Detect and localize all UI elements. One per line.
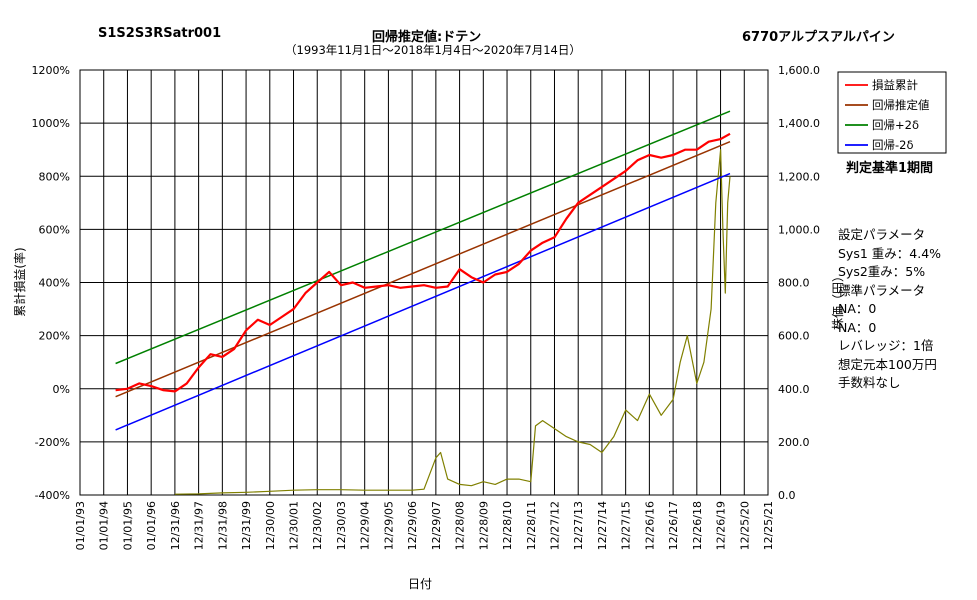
x-tick-label: 12/28/10 bbox=[501, 501, 514, 550]
y-left-tick-label: -200% bbox=[35, 436, 70, 449]
param-line: 想定元本100万円 bbox=[838, 356, 937, 372]
y-axis-left-title: 累計損益(率) bbox=[12, 247, 27, 316]
series-line-0 bbox=[115, 132, 731, 393]
x-tick-label: 12/30/01 bbox=[288, 501, 301, 550]
x-tick-label: 01/01/96 bbox=[145, 501, 158, 550]
x-tick-label: 12/31/99 bbox=[240, 501, 253, 550]
x-tick-label: 12/29/07 bbox=[430, 501, 443, 550]
param-line: Sys2重み：5% bbox=[838, 264, 926, 279]
x-tick-label: 12/26/19 bbox=[715, 501, 728, 550]
series-line-1 bbox=[115, 141, 731, 398]
x-tick-label: 12/30/03 bbox=[335, 501, 348, 550]
x-tick-label: 12/31/98 bbox=[216, 501, 229, 550]
x-tick-label: 12/25/21 bbox=[762, 501, 775, 550]
x-tick-label: 01/01/95 bbox=[121, 501, 134, 550]
series-layer bbox=[115, 110, 731, 495]
x-tick-label: 12/27/14 bbox=[596, 501, 609, 550]
y-left-tick-label: 1200% bbox=[32, 64, 70, 77]
y-left-tick-label: 800% bbox=[39, 170, 70, 183]
y-left-tick-label: 200% bbox=[39, 330, 70, 343]
legend-label: 回帰+2δ bbox=[872, 118, 919, 132]
param-line: Sys1 重み：4.4% bbox=[838, 245, 942, 261]
y-right-tick-label: 1,600.0 bbox=[778, 64, 820, 77]
x-tick-label: 12/28/09 bbox=[477, 501, 490, 550]
param-line: レバレッジ：1倍 bbox=[838, 338, 934, 353]
x-tick-label: 12/30/02 bbox=[311, 501, 324, 550]
x-tick-label: 12/25/20 bbox=[738, 501, 751, 550]
left-title: S1S2S3RSatr001 bbox=[98, 26, 222, 41]
x-tick-label: 12/26/17 bbox=[667, 501, 680, 550]
legend-label: 回帰推定値 bbox=[872, 98, 930, 112]
param-line: 手数料なし bbox=[838, 375, 901, 390]
param-line: NA：0 bbox=[838, 301, 877, 316]
y-left-tick-label: 0% bbox=[53, 383, 70, 396]
stock-name: 6770アルプスアルパイン bbox=[742, 30, 895, 45]
y-left-tick-label: 400% bbox=[39, 277, 70, 290]
legend-label: 回帰-2δ bbox=[872, 138, 914, 152]
y-axis-right-title: 株価（円） bbox=[830, 270, 845, 330]
x-tick-label: 01/01/94 bbox=[98, 501, 111, 550]
x-tick-label: 12/31/97 bbox=[193, 501, 206, 550]
y-left-tick-label: 1000% bbox=[32, 117, 70, 130]
y-right-tick-label: 800.0 bbox=[778, 277, 810, 290]
axes-layer: 01/01/93 01/01/94 01/01/95 01/01/96 12/31/96… bbox=[32, 64, 820, 550]
y-left-tick-label: -400% bbox=[35, 489, 70, 502]
y-left-tick-label: 600% bbox=[39, 223, 70, 236]
x-tick-label: 12/29/04 bbox=[359, 501, 372, 550]
param-line: 設定パラメータ bbox=[838, 227, 926, 242]
y-right-tick-label: 200.0 bbox=[778, 436, 810, 449]
x-tick-label: 12/26/18 bbox=[691, 501, 704, 550]
y-right-tick-label: 1,400.0 bbox=[778, 117, 820, 130]
chart-subtitle: （1993年11月1日～2018年1月4日～2020年7月14日） bbox=[285, 43, 581, 57]
x-tick-label: 12/29/05 bbox=[382, 501, 395, 550]
param-line: 標準パラメータ bbox=[838, 282, 926, 298]
series-line-3 bbox=[115, 172, 731, 431]
grid bbox=[80, 70, 769, 495]
y-right-tick-label: 1,200.0 bbox=[778, 170, 820, 183]
y-right-tick-label: 400.0 bbox=[778, 383, 810, 396]
param-line: NA：0 bbox=[838, 319, 877, 335]
chart-title: 回帰推定値:ドテン bbox=[372, 30, 482, 45]
parameter-notes: 設定パラメータ Sys1 重み：4.4% Sys2重み：5% 標準パラメータ NA：0 N… bbox=[838, 224, 941, 391]
y-right-tick-label: 0.0 bbox=[778, 489, 796, 502]
x-tick-label: 12/31/96 bbox=[169, 501, 182, 550]
x-tick-label: 12/30/00 bbox=[264, 501, 277, 550]
x-tick-label: 12/29/06 bbox=[406, 501, 419, 550]
x-tick-label: 12/27/13 bbox=[572, 501, 585, 550]
series-line-4 bbox=[174, 149, 731, 495]
criteria-label: 判定基準1期間 bbox=[846, 161, 934, 176]
x-axis-title: 日付 bbox=[408, 577, 432, 591]
series-line-2 bbox=[115, 110, 731, 365]
x-tick-label: 12/26/16 bbox=[643, 501, 656, 550]
x-tick-label: 12/28/08 bbox=[454, 501, 467, 550]
x-tick-label: 12/27/12 bbox=[548, 501, 561, 550]
y-right-tick-label: 600.0 bbox=[778, 330, 810, 343]
legend-label: 損益累計 bbox=[872, 78, 918, 92]
x-tick-label: 12/27/15 bbox=[620, 501, 633, 550]
x-tick-label: 12/28/11 bbox=[525, 501, 538, 550]
y-right-tick-label: 1,000.0 bbox=[778, 223, 820, 236]
plot-area bbox=[79, 69, 769, 496]
x-tick-label: 01/01/93 bbox=[74, 501, 87, 550]
